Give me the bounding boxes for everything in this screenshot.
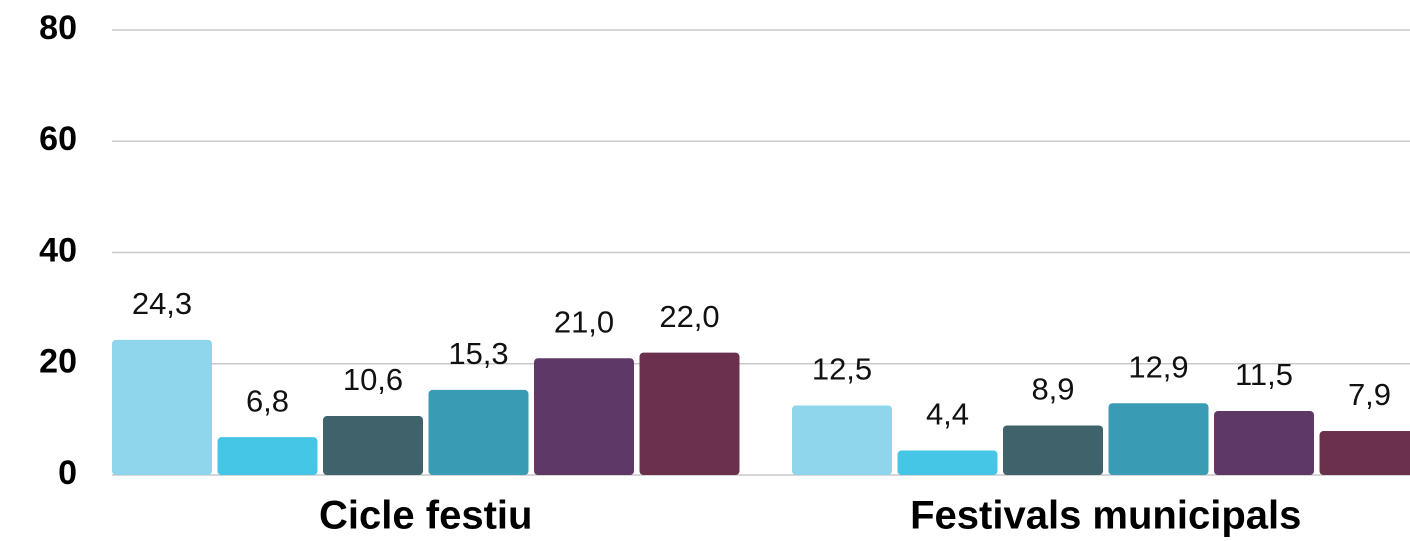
- bar: [112, 339, 212, 475]
- y-tick-label: 80: [39, 9, 77, 47]
- x-tick-label: Festivals municipals: [910, 494, 1301, 538]
- bar: [1214, 411, 1314, 475]
- value-label: 21,0: [554, 304, 614, 339]
- value-label: 8,9: [1031, 372, 1074, 407]
- value-label: 22,0: [659, 299, 719, 334]
- bar: [1319, 431, 1410, 475]
- bar: [639, 352, 740, 475]
- y-tick-label: 60: [39, 120, 77, 158]
- bar: [792, 405, 892, 475]
- value-label: 6,8: [246, 383, 289, 418]
- y-tick-label: 20: [39, 343, 77, 381]
- bar: [217, 437, 318, 475]
- bar: [428, 389, 529, 475]
- value-label: 12,5: [812, 352, 872, 387]
- y-tick-label: 40: [39, 231, 77, 269]
- value-label: 4,4: [926, 397, 969, 432]
- value-label: 24,3: [132, 286, 192, 321]
- value-label: 7,9: [1348, 377, 1391, 412]
- y-tick-label: 0: [58, 454, 77, 492]
- bar: [534, 358, 634, 475]
- bar: [1003, 425, 1103, 475]
- value-label: 12,9: [1128, 349, 1188, 384]
- value-label: 15,3: [448, 336, 508, 371]
- bar: [897, 450, 998, 475]
- bar: [1108, 403, 1209, 475]
- value-label: 10,6: [343, 362, 403, 397]
- bar: [323, 416, 423, 475]
- x-tick-label: Cicle festiu: [319, 494, 532, 538]
- value-label: 11,5: [1235, 357, 1293, 392]
